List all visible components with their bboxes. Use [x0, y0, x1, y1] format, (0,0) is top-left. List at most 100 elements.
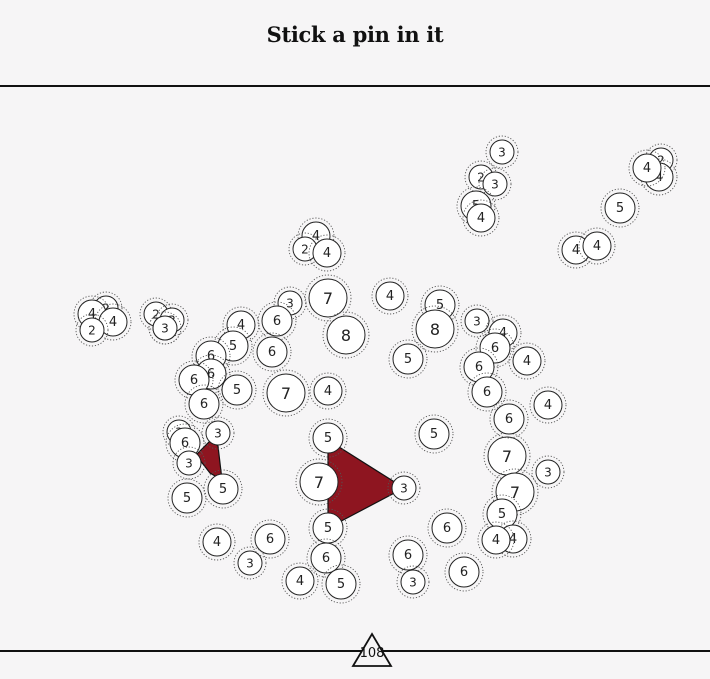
- pin-4[interactable]: 4: [477, 521, 515, 559]
- pin-5[interactable]: 5: [321, 564, 361, 604]
- pin-circle: [375, 281, 405, 311]
- pin-6[interactable]: 6: [252, 332, 292, 372]
- pin-label: 5: [430, 427, 438, 442]
- pin-label: 5: [324, 521, 332, 536]
- pin-circle: [493, 403, 525, 435]
- pin-circle: [448, 556, 480, 588]
- pin-6[interactable]: 6: [388, 535, 428, 575]
- pin-halo: [531, 455, 565, 489]
- pin-circle: [79, 317, 105, 343]
- pin-halo: [308, 418, 348, 458]
- pin-4[interactable]: 4: [371, 277, 409, 315]
- pin-4[interactable]: 4: [508, 342, 546, 380]
- pin-label: 4: [492, 533, 500, 548]
- pin-3[interactable]: 3: [460, 304, 494, 338]
- pin-6[interactable]: 6: [489, 399, 529, 439]
- pin-circle: [266, 373, 306, 413]
- pin-label: 3: [286, 297, 294, 311]
- pin-circle: [312, 238, 342, 268]
- pin-label: 6: [322, 551, 330, 566]
- pin-label: 6: [460, 565, 468, 580]
- pin-6[interactable]: 6: [184, 384, 224, 424]
- pin-label: 7: [510, 483, 520, 502]
- pin-label: 3: [214, 427, 222, 441]
- pin-3[interactable]: 3: [233, 546, 267, 580]
- pin-label: 5: [219, 482, 227, 497]
- pin-3[interactable]: 3: [478, 167, 512, 201]
- pin-6[interactable]: 6: [174, 360, 214, 400]
- pin-7[interactable]: 7: [262, 369, 310, 417]
- pin-halo: [308, 508, 348, 548]
- pin-halo: [250, 519, 290, 559]
- pin-3[interactable]: 3: [396, 565, 430, 599]
- pin-4[interactable]: 4: [529, 386, 567, 424]
- pin-label: 7: [323, 289, 333, 308]
- pin-7[interactable]: 7: [304, 274, 352, 322]
- pin-label: 2: [88, 324, 96, 338]
- pin-3[interactable]: 3: [531, 455, 565, 489]
- pin-circle: [254, 523, 286, 555]
- pin-circle: [533, 390, 563, 420]
- pin-5[interactable]: 5: [203, 469, 243, 509]
- pin-label: 4: [643, 161, 651, 176]
- pin-5[interactable]: 5: [217, 370, 257, 410]
- pin-halo: [262, 369, 310, 417]
- pin-halo: [198, 523, 236, 561]
- pin-halo: [414, 414, 454, 454]
- pin-label: 2: [657, 154, 665, 168]
- pin-circle: [471, 376, 503, 408]
- pin-circle: [632, 153, 662, 183]
- pin-6[interactable]: 6: [427, 508, 467, 548]
- pin-4[interactable]: 4: [309, 372, 347, 410]
- pin-8[interactable]: 8: [411, 305, 459, 353]
- pin-3[interactable]: 3: [148, 311, 182, 345]
- pin-6[interactable]: 6: [467, 372, 507, 412]
- pin-6[interactable]: 6: [306, 538, 346, 578]
- pin-label: 4: [499, 326, 507, 341]
- page-title: Stick a pin in it: [266, 22, 444, 47]
- pin-label: 4: [312, 229, 320, 244]
- pin-circle: [535, 459, 561, 485]
- pin-4[interactable]: 4: [198, 523, 236, 561]
- pin-5[interactable]: 5: [167, 478, 207, 518]
- pin-5[interactable]: 5: [388, 339, 428, 379]
- pin-halo: [411, 305, 459, 353]
- pin-circle: [489, 139, 515, 165]
- pin-circle: [464, 308, 490, 334]
- pin-label: 4: [477, 211, 485, 226]
- pin-circle: [415, 309, 455, 349]
- pin-circle: [466, 203, 496, 233]
- pin-4[interactable]: 4: [462, 199, 500, 237]
- pin-4[interactable]: 4: [308, 234, 346, 272]
- pin-4[interactable]: 4: [628, 149, 666, 187]
- pin-5[interactable]: 5: [308, 418, 348, 458]
- pin-3[interactable]: 3: [387, 471, 421, 505]
- pin-2[interactable]: 2: [75, 313, 109, 347]
- pin-6[interactable]: 6: [444, 552, 484, 592]
- pin-3[interactable]: 3: [201, 416, 235, 450]
- pin-label: 8: [430, 320, 440, 339]
- pin-halo: [529, 386, 567, 424]
- pin-8[interactable]: 8: [322, 311, 370, 359]
- pin-halo: [184, 384, 224, 424]
- pin-6[interactable]: 6: [250, 519, 290, 559]
- pin-circle: [308, 278, 348, 318]
- pin-3[interactable]: 3: [485, 135, 519, 169]
- pin-6[interactable]: 6: [257, 301, 297, 341]
- pin-4[interactable]: 4: [578, 227, 616, 265]
- pin-circle: [391, 475, 417, 501]
- pin-5[interactable]: 5: [414, 414, 454, 454]
- pin-halo: [475, 328, 515, 368]
- pin-7[interactable]: 7: [483, 432, 531, 480]
- pin-label: 4: [237, 318, 245, 333]
- pin-halo: [467, 372, 507, 412]
- pin-4[interactable]: 4: [281, 562, 319, 600]
- pin-halo: [306, 538, 346, 578]
- pins-layer[interactable]: 3235424454442473684583464242422334566665…: [73, 135, 678, 604]
- pin-7[interactable]: 7: [295, 458, 343, 506]
- pin-halo: [167, 478, 207, 518]
- pin-label: 3: [544, 466, 552, 480]
- pin-halo: [483, 432, 531, 480]
- pin-5[interactable]: 5: [600, 188, 640, 228]
